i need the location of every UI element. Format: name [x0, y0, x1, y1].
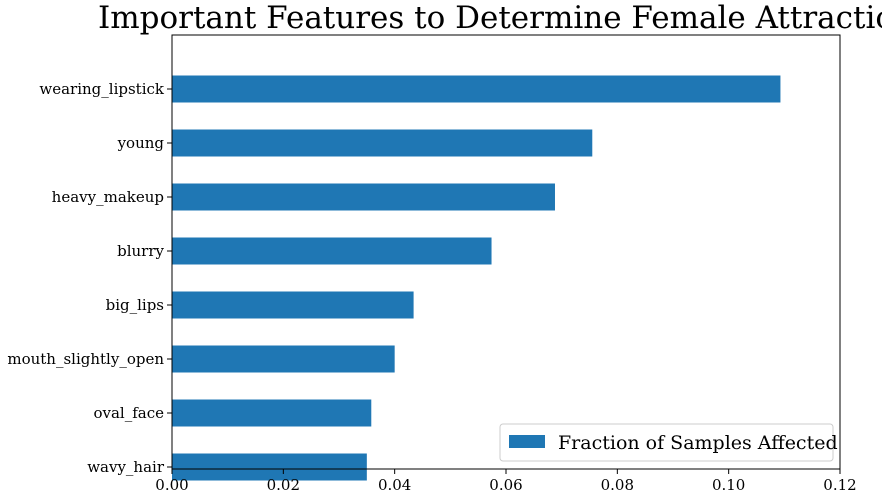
chart-title: Important Features to Determine Female A… — [98, 0, 882, 36]
legend-box — [499, 423, 834, 462]
y-tick-label-young: young — [117, 134, 165, 152]
x-tick-label: 0.00 — [155, 476, 188, 494]
bar-oval_face — [172, 399, 372, 427]
x-tick-label: 0.02 — [267, 476, 300, 494]
x-tick-label: 0.08 — [601, 476, 634, 494]
bar-heavy_makeup — [172, 183, 555, 211]
x-tick-label: 0.04 — [378, 476, 411, 494]
bars — [172, 75, 781, 481]
legend-swatch — [509, 435, 545, 448]
y-tick-label-big_lips: big_lips — [106, 296, 164, 314]
bar-wearing_lipstick — [172, 75, 781, 103]
x-axis: 0.00 0.02 0.04 0.06 0.08 0.10 0.12 — [155, 469, 857, 494]
bar-young — [172, 129, 593, 157]
y-tick-label-blurry: blurry — [117, 242, 164, 260]
x-tick-label: 0.10 — [712, 476, 745, 494]
y-tick-label-wavy_hair: wavy_hair — [87, 458, 165, 476]
plot-frame — [171, 34, 841, 470]
legend: Fraction of Samples Affected — [499, 423, 838, 462]
x-tick-label: 0.06 — [489, 476, 522, 494]
bar-mouth_slightly_open — [172, 345, 395, 373]
y-tick-label-wearing_lipstick: wearing_lipstick — [39, 80, 165, 98]
y-tick-label-heavy_makeup: heavy_makeup — [52, 188, 164, 206]
x-tick-label: 0.12 — [823, 476, 856, 494]
legend-label: Fraction of Samples Affected — [558, 432, 838, 454]
y-tick-label-mouth_slightly_open: mouth_slightly_open — [7, 350, 164, 368]
bar-big_lips — [172, 291, 414, 319]
bar-wavy_hair — [172, 453, 367, 481]
y-tick-label-oval_face: oval_face — [93, 404, 164, 422]
bar-blurry — [172, 237, 492, 265]
